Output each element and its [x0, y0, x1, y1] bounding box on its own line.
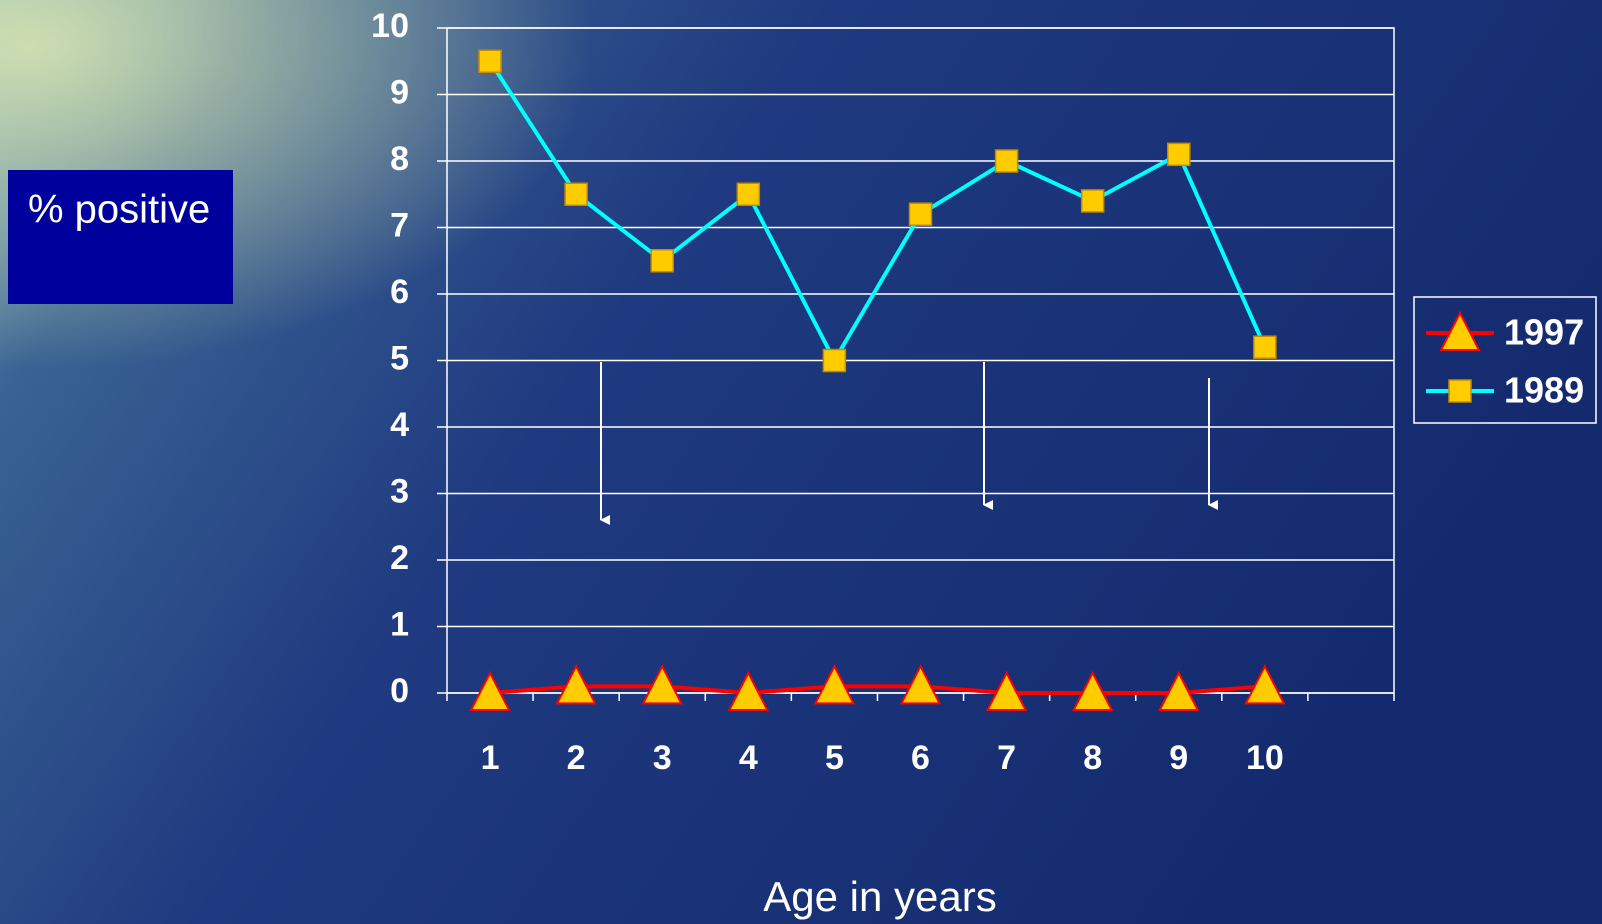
- marker: [1158, 670, 1200, 711]
- y-tick-label: 6: [390, 273, 409, 311]
- marker: [813, 664, 856, 705]
- legend-label: 1989: [1504, 370, 1584, 411]
- y-tick-label: 8: [390, 140, 409, 178]
- y-tick-label: 0: [390, 672, 409, 710]
- marker: [1253, 335, 1277, 359]
- y-label-box: [8, 170, 233, 304]
- marker: [727, 670, 769, 711]
- y-tick-label: 3: [390, 472, 409, 510]
- plot-area: 0 1 2 3 4 5 6 7 8 9 10 1 2 3 4 5 6 7 8 9 10 1997 1989: [371, 7, 1597, 777]
- legend-marker: [1448, 379, 1472, 403]
- y-axis-label: % positive: [28, 188, 210, 232]
- x-tick-label: 9: [1169, 739, 1188, 777]
- marker: [555, 664, 597, 705]
- y-tick-label: 10: [371, 7, 409, 45]
- marker: [908, 202, 933, 226]
- legend-label: 1997: [1504, 312, 1584, 353]
- y-tick-label: 7: [390, 206, 409, 244]
- marker: [1072, 670, 1114, 711]
- x-tick-label: 7: [997, 739, 1016, 777]
- x-tick-label: 8: [1083, 739, 1102, 777]
- x-tick-label: 2: [567, 739, 586, 777]
- marker: [478, 49, 502, 73]
- marker: [1167, 142, 1191, 167]
- series-line: [488, 60, 1267, 365]
- x-tick-label: 5: [825, 739, 844, 777]
- arrows: [600, 362, 1218, 525]
- x-tick-label: 10: [1246, 739, 1284, 777]
- marker: [899, 664, 942, 705]
- legend-marker: [1439, 310, 1481, 351]
- marker: [994, 149, 1019, 173]
- y-tick-label: 9: [390, 73, 409, 111]
- marker: [564, 182, 588, 206]
- marker: [736, 182, 761, 206]
- marker: [822, 348, 847, 373]
- x-tick-label: 3: [653, 739, 672, 777]
- y-tick-label: 5: [390, 339, 409, 377]
- x-tick-label: 4: [739, 739, 758, 777]
- marker: [650, 249, 674, 273]
- marker: [985, 670, 1028, 711]
- x-tick-label: 6: [911, 739, 930, 777]
- y-tick-label: 4: [390, 406, 409, 444]
- marker: [1080, 189, 1105, 213]
- marker: [1244, 664, 1286, 705]
- legend-box: [1413, 296, 1597, 424]
- marker: [641, 664, 683, 705]
- x-tick-label: 1: [481, 739, 500, 777]
- series-line: [489, 684, 1266, 696]
- y-tick-label: 1: [390, 605, 409, 643]
- marker: [469, 670, 511, 711]
- y-tick-label: 2: [390, 539, 409, 577]
- x-axis-label: Age in years: [763, 873, 996, 920]
